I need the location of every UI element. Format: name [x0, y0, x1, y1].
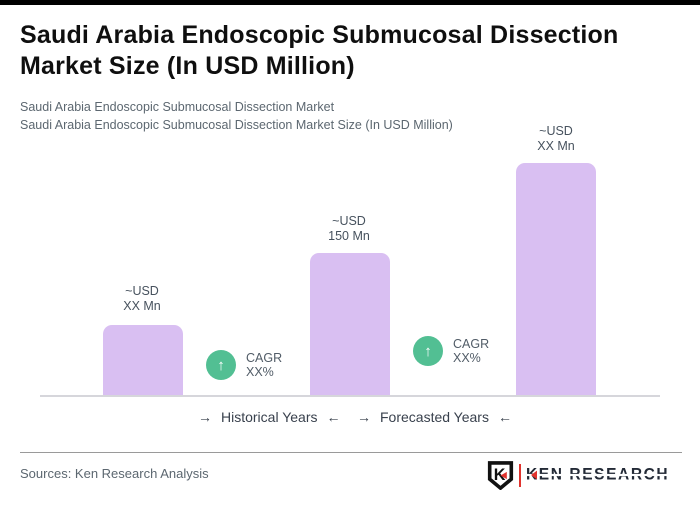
axis-group-forecasted: → Forecasted Years ← [357, 409, 512, 425]
logo-divider [519, 463, 521, 487]
cagr2-value: XX% [453, 351, 481, 365]
bar-historical [103, 325, 183, 395]
bar-base-year [310, 253, 390, 395]
cagr-text: CAGR XX% [246, 351, 282, 379]
up-arrow-icon: ↑ [217, 356, 225, 374]
bar-value-label: ~USD 150 Mn [289, 214, 409, 243]
sources-text: Sources: Ken Research Analysis [20, 466, 209, 481]
bar3-label-line2: XX Mn [537, 138, 575, 153]
bar2-label-line1: ~USD [332, 214, 366, 228]
page-title: Saudi Arabia Endoscopic Submucosal Disse… [20, 21, 619, 80]
logo-k-accent [531, 470, 537, 480]
cagr2-label: CAGR [453, 337, 490, 351]
x-axis-baseline [40, 395, 660, 397]
bar2-label-line2: 150 Mn [328, 228, 370, 243]
logo-wordmark: KEN RESEARCH [526, 465, 670, 484]
historical-years-label: Historical Years [221, 409, 318, 425]
logo-stencil-line [526, 473, 670, 476]
subtitle-line-2: Saudi Arabia Endoscopic Submucosal Disse… [20, 118, 453, 132]
bar3-label-line1: ~USD [539, 124, 573, 138]
bar1-label-line1: ~USD [125, 284, 159, 298]
cagr-circle: ↑ [413, 336, 443, 366]
subtitle-line-1: Saudi Arabia Endoscopic Submucosal Disse… [20, 100, 335, 114]
bar-value-label: ~USD XX Mn [496, 124, 616, 153]
forecasted-years-label: Forecasted Years [380, 409, 489, 425]
up-arrow-icon: ↑ [424, 342, 432, 360]
bar-value-label: ~USD XX Mn [82, 284, 202, 313]
ken-research-logo: K KEN RESEARCH [487, 460, 670, 490]
cagr1-value: XX% [246, 365, 274, 379]
axis-group-historical: → Historical Years ← [198, 409, 341, 425]
svg-text:K: K [494, 466, 506, 484]
cagr-badge: ↑ CAGR XX% [413, 336, 489, 366]
left-arrow-icon: ← [326, 409, 341, 425]
footer-divider [20, 452, 682, 453]
bar-chart: ~USD XX Mn ~USD 150 Mn ~USD XX Mn ↑ CAGR… [40, 124, 660, 425]
cagr1-label: CAGR [246, 351, 283, 365]
bar1-label-line2: XX Mn [123, 298, 161, 313]
left-arrow-icon: ← [497, 409, 512, 425]
top-border [0, 0, 700, 5]
cagr-badge: ↑ CAGR XX% [206, 350, 282, 380]
k-shield-icon: K [487, 460, 514, 490]
cagr-text: CAGR XX% [453, 337, 489, 365]
right-arrow-icon: → [198, 409, 212, 425]
cagr-circle: ↑ [206, 350, 236, 380]
bar-forecast [516, 163, 596, 395]
chart-subtitle: Saudi Arabia Endoscopic Submucosal Disse… [20, 98, 640, 134]
right-arrow-icon: → [357, 409, 371, 425]
